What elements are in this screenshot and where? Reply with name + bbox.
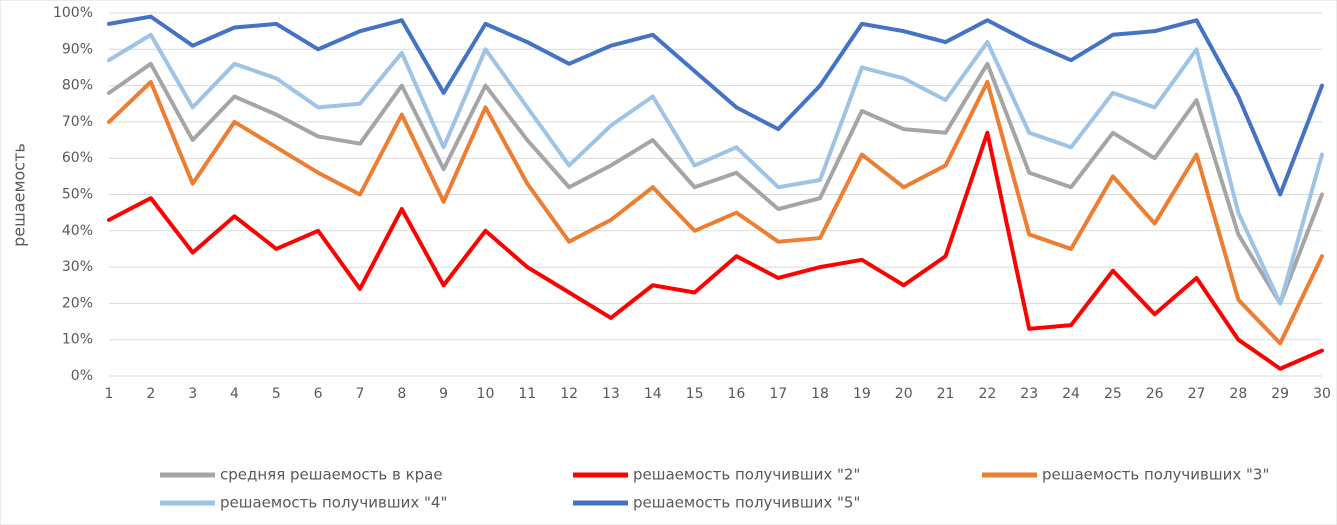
legend-label: решаемость получивших "2" (633, 466, 860, 484)
y-tick-label: 80% (62, 78, 93, 94)
x-tick-label: 27 (1188, 386, 1206, 402)
x-tick-label: 8 (397, 386, 406, 402)
y-tick-label: 90% (62, 41, 93, 57)
x-tick-label: 24 (1062, 386, 1080, 402)
x-tick-label: 3 (188, 386, 197, 402)
y-tick-label: 70% (62, 114, 93, 130)
y-tick-label: 60% (62, 150, 93, 166)
x-tick-label: 30 (1313, 386, 1331, 402)
x-tick-label: 17 (769, 386, 787, 402)
legend-label: решаемость получивших "3" (1042, 466, 1269, 484)
y-tick-label: 30% (62, 259, 93, 275)
x-tick-label: 26 (1146, 386, 1164, 402)
x-tick-label: 9 (439, 386, 448, 402)
legend-label: решаемость получивших "5" (633, 494, 860, 512)
x-tick-label: 20 (895, 386, 913, 402)
x-tick-label: 18 (811, 386, 829, 402)
series-line (107, 61, 1324, 306)
y-tick-label: 20% (62, 295, 93, 311)
x-tick-label: 22 (978, 386, 996, 402)
x-tick-label: 28 (1229, 386, 1247, 402)
series-line (107, 14, 1324, 197)
legend-label: средняя решаемость в крае (220, 466, 443, 484)
series-line (107, 130, 1324, 371)
x-tick-label: 11 (518, 386, 536, 402)
x-tick-label: 6 (314, 386, 323, 402)
y-tick-label: 40% (62, 223, 93, 239)
y-tick-label: 10% (62, 332, 93, 348)
series-line (107, 32, 1324, 306)
y-tick-label: 50% (62, 187, 93, 203)
x-tick-label: 15 (686, 386, 704, 402)
x-tick-label: 5 (272, 386, 281, 402)
x-tick-label: 21 (937, 386, 955, 402)
x-tick-label: 4 (230, 386, 239, 402)
x-tick-label: 10 (477, 386, 495, 402)
x-tick-label: 23 (1020, 386, 1038, 402)
x-tick-label: 14 (644, 386, 662, 402)
y-tick-label: 100% (53, 5, 93, 21)
x-tick-label: 7 (356, 386, 365, 402)
x-tick-label: 29 (1271, 386, 1289, 402)
x-tick-label: 19 (853, 386, 871, 402)
legend-label: решаемость получивших "4" (220, 494, 447, 512)
y-tick-label: 0% (71, 368, 93, 384)
x-tick-label: 2 (146, 386, 155, 402)
x-tick-label: 25 (1104, 386, 1122, 402)
x-tick-label: 1 (105, 386, 114, 402)
x-tick-label: 16 (727, 386, 745, 402)
series-line (107, 79, 1324, 346)
x-tick-label: 13 (602, 386, 620, 402)
x-tick-label: 12 (560, 386, 578, 402)
y-axis-title: решаемость (10, 143, 29, 247)
